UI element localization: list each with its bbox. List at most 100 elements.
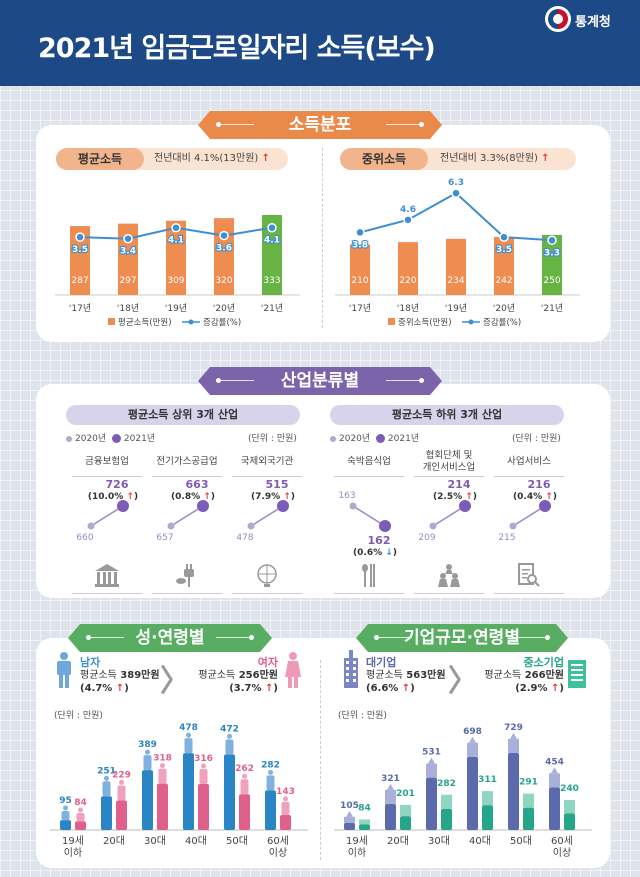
building-top: [482, 791, 493, 806]
arrow-up-icon: ↑: [265, 683, 274, 694]
figure-body: [61, 810, 70, 821]
divider: [322, 148, 323, 328]
male-prefix: 평균소득: [80, 670, 117, 681]
banner-income-label: 소득분포: [288, 115, 352, 135]
change-label: (0.6% ↓): [353, 548, 397, 558]
value-2021-label: 214: [448, 478, 471, 491]
firm-unit: (단위 : 만원): [338, 711, 387, 721]
bar: [157, 783, 168, 830]
figure-head: [160, 763, 165, 769]
bar: [446, 238, 466, 295]
bar-value-label: 311: [478, 775, 497, 785]
legend-2021: 2021년: [123, 434, 156, 444]
growth-value-label: 3.6: [216, 244, 232, 254]
x-tick-label: '19년: [445, 303, 467, 314]
banner-gender-age: 성·연령별: [68, 624, 272, 652]
utensils-icon: [362, 564, 375, 587]
arrow-up-icon: ↑: [551, 683, 560, 694]
arrow-up-icon: ↑: [401, 683, 411, 694]
bar: [265, 790, 276, 830]
figure-head: [78, 807, 83, 813]
bar-value-label: 472: [220, 724, 239, 734]
figure-body: [117, 785, 126, 801]
bar: [142, 770, 153, 830]
industry-slope-chart: 163 162(0.6% ↓): [338, 491, 397, 587]
mean-income-summary: 전년대비 4.1%(13만원): [154, 153, 259, 164]
large-firm-label: 대기업: [366, 656, 397, 669]
bar: [214, 218, 234, 295]
bar-value-label: 240: [560, 784, 579, 794]
separator-line: [72, 593, 142, 594]
figure-head: [283, 796, 288, 802]
bar-value-label: 220: [399, 276, 416, 286]
bar-value-label: 316: [194, 754, 213, 764]
industry-slope-chart: 215 216(0.4% ↑): [498, 478, 557, 587]
female-change: (3.7%: [229, 683, 262, 694]
bar-value-label: 282: [437, 779, 456, 789]
x-tick-label: 40대: [185, 835, 207, 847]
industry-name: 협회단체 및 개인서비스업: [422, 450, 476, 473]
figure-body: [143, 755, 152, 771]
separator-line: [494, 476, 564, 477]
bar: [494, 236, 514, 295]
building-top: [385, 789, 396, 804]
bar-value-label: 698: [463, 727, 482, 737]
bar-value-label: 454: [545, 757, 564, 767]
change-label: (0.4% ↑): [513, 492, 557, 502]
bar: [183, 753, 194, 830]
industry-name: 사업서비스: [507, 456, 551, 467]
value-2020-label: 657: [156, 533, 173, 543]
x-tick-label: 이하: [64, 846, 82, 859]
growth-point: [267, 222, 277, 233]
female-summary: 여자 평균소득 256만원 (3.7% ↑): [196, 656, 278, 695]
banner-industry-label: 산업분류별: [280, 371, 360, 391]
industry-slope-chart: 660 726(10.0% ↑): [76, 478, 138, 587]
page-header: 2021년 임금근로일자리 소득(보수) 통계청: [0, 0, 640, 86]
building-spire: [551, 767, 558, 774]
industry-name: 숙박음식업: [347, 456, 391, 467]
growth-point: [171, 222, 181, 233]
change-label: (10.0% ↑): [88, 492, 138, 502]
bar: [101, 796, 112, 830]
value-2020-label: 163: [338, 491, 355, 501]
bar-value-label: 321: [381, 774, 400, 784]
figure-body: [102, 781, 111, 797]
bar: [198, 783, 209, 830]
bar: [508, 752, 519, 830]
bar: [549, 787, 560, 830]
bar-value-label: 201: [396, 789, 415, 799]
growth-value-label: 4.1: [168, 236, 184, 246]
separator-line: [232, 593, 302, 594]
point-2020: [509, 522, 517, 530]
bar-value-label: 389: [138, 740, 157, 750]
arrow-up-icon: ↑: [545, 492, 553, 502]
male-change: (4.7%: [80, 683, 113, 694]
bar-value-label: 309: [167, 276, 184, 286]
figure-head: [186, 732, 191, 738]
bar: [400, 816, 411, 830]
building-spire: [428, 757, 435, 764]
building-spire: [387, 783, 394, 790]
large-prefix: 평균소득: [366, 670, 403, 681]
figure-body: [240, 779, 249, 795]
growth-value-label: 3.8: [352, 240, 368, 250]
paren: ): [559, 683, 564, 694]
bar: [482, 805, 493, 830]
median-income-title: 중위소득: [340, 148, 428, 170]
point-2021: [459, 500, 471, 512]
change-label: (2.5% ↑): [433, 492, 477, 502]
slope-line: [250, 505, 284, 527]
industry-slope-chart: 209 214(2.5% ↑): [418, 478, 477, 587]
bar: [344, 822, 355, 830]
bar: [426, 777, 437, 830]
value-2021-label: 216: [528, 478, 551, 491]
banner-firm-age-label: 기업규모·연령별: [404, 628, 520, 648]
x-tick-label: 19세: [62, 835, 84, 847]
legend-line-label: 증감률(%): [483, 317, 521, 328]
banner-firm-age: 기업규모·연령별: [356, 624, 568, 652]
bar-value-label: 531: [422, 748, 441, 758]
x-tick-label: 이하: [348, 846, 366, 859]
value-2020-label: 215: [498, 533, 515, 543]
